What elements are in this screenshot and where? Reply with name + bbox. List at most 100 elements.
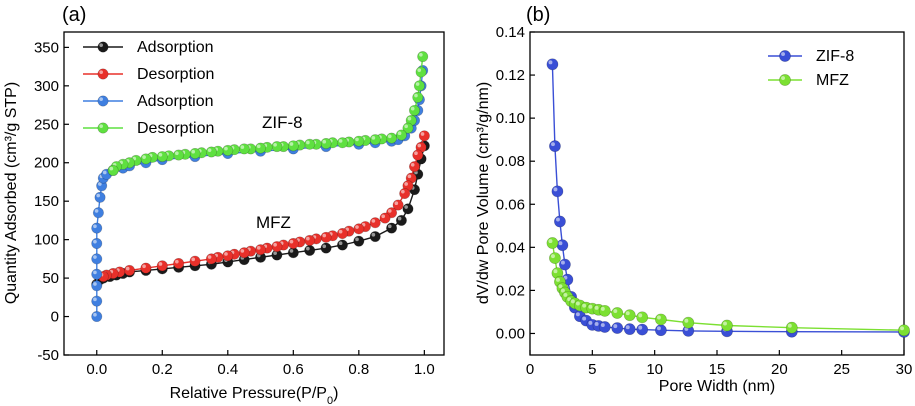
a-point-highlight xyxy=(256,144,261,149)
b-xtick-label: 0 xyxy=(526,361,534,378)
b-legend-label: ZIF-8 xyxy=(816,48,854,65)
a-ytick-label: 250 xyxy=(34,116,59,133)
b-point-highlight xyxy=(575,301,580,306)
a-xtick-label: 0.2 xyxy=(152,361,173,378)
a-point xyxy=(413,80,425,92)
a-point xyxy=(415,66,427,78)
b-point-highlight xyxy=(582,316,587,321)
b-point-highlight xyxy=(723,321,727,326)
panel-b-ylabel: dV/dw Pore Volume (cm³/g/nm) xyxy=(475,82,492,304)
a-point-highlight xyxy=(273,242,277,247)
a-legend-marker xyxy=(97,68,109,80)
a-point-highlight xyxy=(224,252,228,256)
a-point-highlight xyxy=(387,134,392,139)
a-point-highlight xyxy=(407,116,412,121)
b-point-highlight xyxy=(563,292,568,297)
b-ytick-label: 0.06 xyxy=(496,196,525,213)
a-point-highlight xyxy=(338,229,343,234)
b-point-highlight xyxy=(560,288,565,293)
b-point-highlight xyxy=(613,309,618,314)
b-xtick-label: 25 xyxy=(833,361,850,378)
a-ytick-label: -50 xyxy=(37,347,59,364)
b-point xyxy=(546,237,559,249)
a-point xyxy=(412,149,424,161)
a-point xyxy=(94,191,106,203)
a-point xyxy=(271,141,283,153)
panel-a-frame xyxy=(63,31,445,356)
b-point xyxy=(721,319,733,332)
a-point-highlight xyxy=(371,219,376,223)
a-point-highlight xyxy=(371,232,376,237)
a-point xyxy=(173,257,185,269)
a-point-highlight xyxy=(404,205,408,209)
a-point xyxy=(395,214,407,226)
a-point xyxy=(107,164,119,176)
a-point xyxy=(92,207,104,219)
b-point-highlight xyxy=(787,323,792,328)
a-xtick-label: 0.0 xyxy=(86,361,107,378)
a-point xyxy=(304,138,316,150)
b-series-line-0 xyxy=(551,64,905,333)
a-point-highlight xyxy=(322,233,327,238)
a-point-highlight xyxy=(394,201,399,206)
a-legend-marker xyxy=(97,122,109,134)
a-ytick-label: 50 xyxy=(42,270,59,287)
a-point xyxy=(287,237,299,249)
b-point xyxy=(549,140,561,153)
a-point-highlight xyxy=(306,246,310,251)
a-point xyxy=(205,253,217,265)
b-xtick-label: 30 xyxy=(896,361,913,378)
b-point xyxy=(551,185,564,198)
b-point-highlight xyxy=(553,269,558,274)
b-point-highlight xyxy=(594,305,599,310)
a-point-highlight xyxy=(175,259,179,264)
a-point-highlight xyxy=(306,236,310,241)
a-point-highlight xyxy=(407,174,412,179)
a-point-highlight xyxy=(125,266,130,271)
a-point-highlight xyxy=(381,214,386,219)
a-ytick-label: 200 xyxy=(34,155,59,172)
a-point xyxy=(304,244,316,256)
b-point-highlight xyxy=(575,312,580,317)
a-point-highlight xyxy=(93,270,97,275)
a-point-highlight xyxy=(404,182,408,186)
b-point xyxy=(655,324,667,337)
b-point-highlight xyxy=(551,254,555,259)
a-legend-label: Desorption xyxy=(137,120,214,137)
a-point xyxy=(386,132,398,144)
a-xtick-label: 0.8 xyxy=(348,361,369,378)
a-ytick-label: 0 xyxy=(51,309,59,326)
a-point xyxy=(140,153,152,165)
b-point xyxy=(655,313,667,326)
a-point-highlight xyxy=(397,131,402,136)
b-point-highlight xyxy=(560,260,565,265)
a-ytick-label: 100 xyxy=(34,232,59,249)
a-point-highlight xyxy=(404,124,408,129)
a-point-highlight xyxy=(142,264,146,269)
a-point-highlight xyxy=(355,237,359,242)
a-ytick-label: 150 xyxy=(34,193,59,210)
a-legend-marker-highlight xyxy=(99,124,103,128)
a-point-highlight xyxy=(93,255,97,259)
a-point-highlight xyxy=(371,136,376,140)
a-point xyxy=(369,231,381,243)
a-point-highlight xyxy=(355,225,359,229)
b-point-highlight xyxy=(656,326,661,331)
a-legend-label: Adsorption xyxy=(137,93,214,110)
a-point-highlight xyxy=(191,257,196,262)
b-point xyxy=(611,307,624,319)
a-point-highlight xyxy=(417,68,422,72)
b-point-highlight xyxy=(570,299,575,304)
a-point xyxy=(189,255,201,267)
a-point-highlight xyxy=(240,145,245,149)
a-point xyxy=(320,242,332,254)
a-point-highlight xyxy=(419,52,423,57)
b-point-highlight xyxy=(588,320,593,325)
a-point xyxy=(238,143,250,155)
b-point xyxy=(785,321,798,334)
b-point xyxy=(623,323,636,336)
a-point-highlight xyxy=(289,249,294,253)
a-point-highlight xyxy=(93,297,97,302)
b-ytick-label: 0.08 xyxy=(496,153,525,170)
a-point-highlight xyxy=(109,166,114,171)
